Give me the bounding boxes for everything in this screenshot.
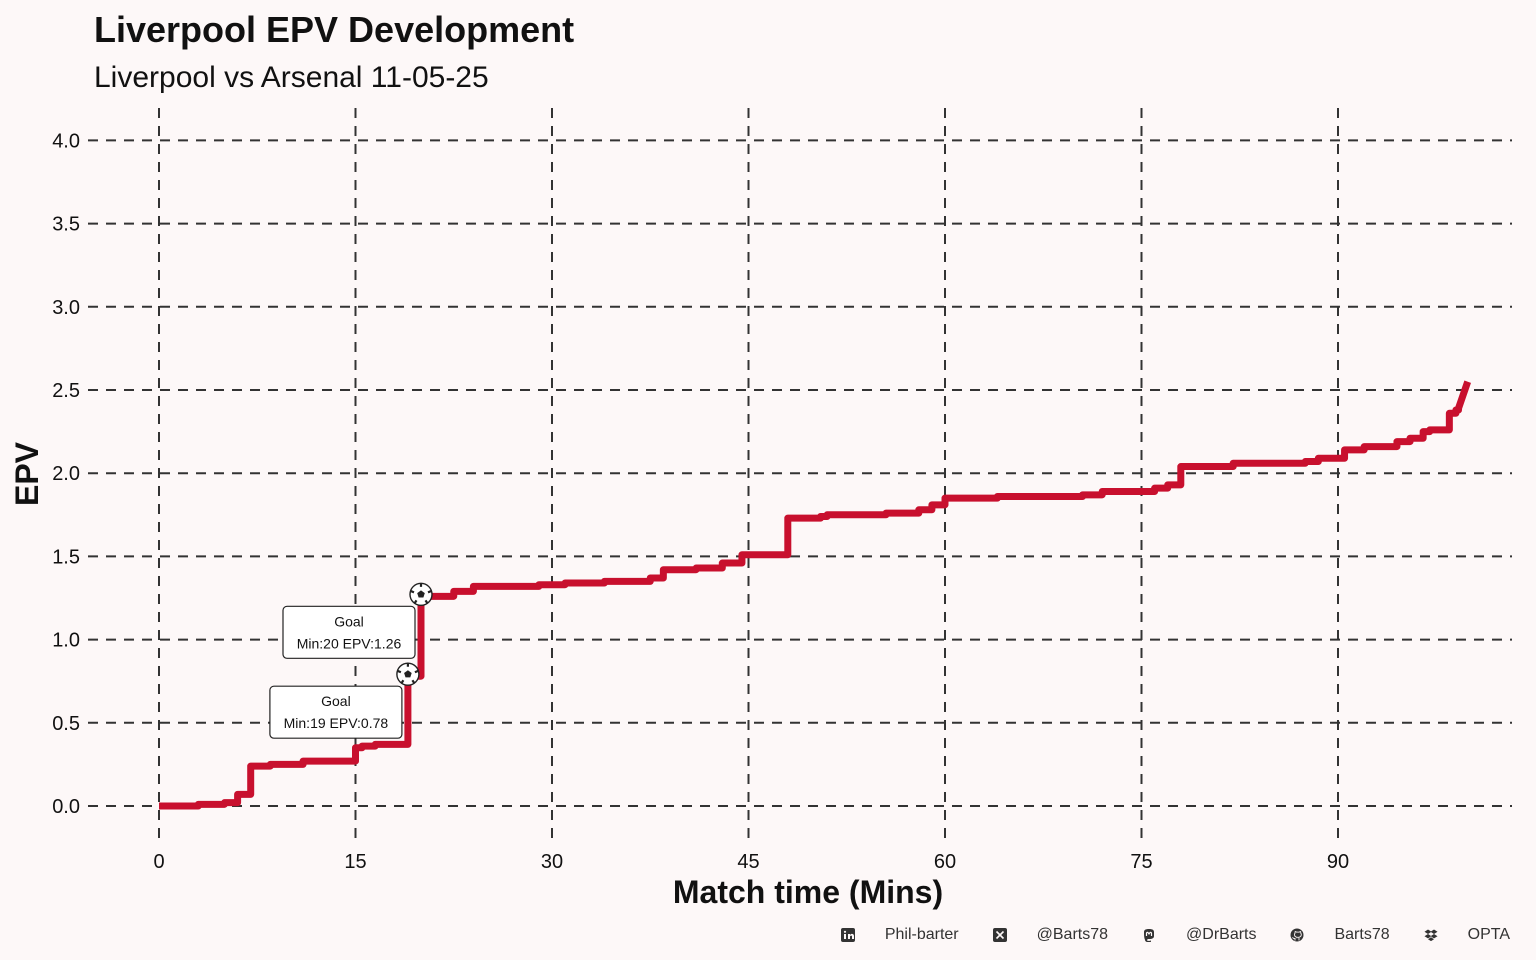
mastodon-icon	[1142, 928, 1156, 942]
soccer-ball-icon	[396, 662, 420, 686]
footer-data-source[interactable]: OPTA	[1390, 926, 1510, 944]
goal-annotation: Goal Min:20 EPV:1.26	[282, 582, 433, 659]
x-twitter-icon	[992, 928, 1007, 942]
annotation-detail: Min:19 EPV:0.78	[284, 715, 389, 731]
y-tick-label: 3.5	[52, 214, 80, 236]
x-tick-label: 60	[934, 851, 956, 873]
grid-lines	[88, 108, 1512, 844]
axis-ticks: 0.0 0.5 1.0 1.5 2.0 2.5 3.0 3.5 4.0 0 15 30 45 60 75 90	[52, 130, 1349, 873]
y-tick-label: 3.0	[52, 297, 80, 319]
y-tick-label: 1.5	[52, 546, 80, 568]
x-tick-label: 30	[541, 851, 563, 873]
y-tick-label: 1.0	[52, 630, 80, 652]
dropbox-icon	[1424, 928, 1438, 942]
footer-github-text: Barts78	[1334, 926, 1390, 943]
github-icon	[1290, 928, 1304, 942]
ball-center-patch	[417, 590, 425, 598]
y-tick-label: 4.0	[52, 130, 80, 152]
footer-credits: Phil-barter @Barts78 @DrBarts Barts78 OP…	[0, 921, 1510, 949]
linkedin-icon	[840, 928, 855, 942]
goal-annotations: Goal Min:20 EPV:1.26 Goal Min:19 EPV:0.78	[269, 582, 433, 739]
epv-line	[159, 380, 1471, 810]
annotation-detail: Min:20 EPV:1.26	[297, 635, 402, 651]
goal-annotation: Goal Min:19 EPV:0.78	[269, 662, 420, 739]
x-tick-label: 45	[737, 851, 759, 873]
footer-linkedin-text: Phil-barter	[884, 926, 959, 943]
annotation-label: Goal	[334, 613, 364, 629]
x-tick-label: 75	[1130, 851, 1152, 873]
y-tick-label: 0.0	[52, 796, 80, 818]
x-tick-label: 0	[153, 851, 164, 873]
x-tick-label: 15	[344, 851, 366, 873]
chart-title: Liverpool EPV Development	[94, 9, 574, 50]
annotation-box	[269, 685, 403, 739]
y-tick-label: 2.0	[52, 463, 80, 485]
y-tick-label: 2.5	[52, 380, 80, 402]
footer-mastodon-text: @DrBarts	[1186, 926, 1257, 943]
series-line-liverpool	[159, 380, 1471, 810]
footer-mastodon[interactable]: @DrBarts	[1108, 926, 1256, 944]
y-axis-title: EPV	[9, 441, 45, 506]
footer-x[interactable]: @Barts78	[959, 926, 1108, 944]
footer-linkedin[interactable]: Phil-barter	[840, 926, 959, 944]
ball-seams	[410, 583, 432, 604]
annotation-box	[282, 605, 416, 659]
annotation-label: Goal	[321, 693, 351, 709]
x-axis-title: Match time (Mins)	[673, 874, 943, 910]
x-tick-label: 90	[1327, 851, 1349, 873]
y-tick-label: 0.5	[52, 713, 80, 735]
soccer-ball-icon	[409, 582, 433, 607]
ball-center-patch	[404, 670, 412, 678]
footer-x-text: @Barts78	[1036, 926, 1109, 943]
chart-subtitle: Liverpool vs Arsenal 11-05-25	[94, 61, 489, 94]
footer-github[interactable]: Barts78	[1256, 926, 1390, 944]
ball-seams	[397, 663, 419, 684]
footer-source-text: OPTA	[1467, 926, 1510, 943]
